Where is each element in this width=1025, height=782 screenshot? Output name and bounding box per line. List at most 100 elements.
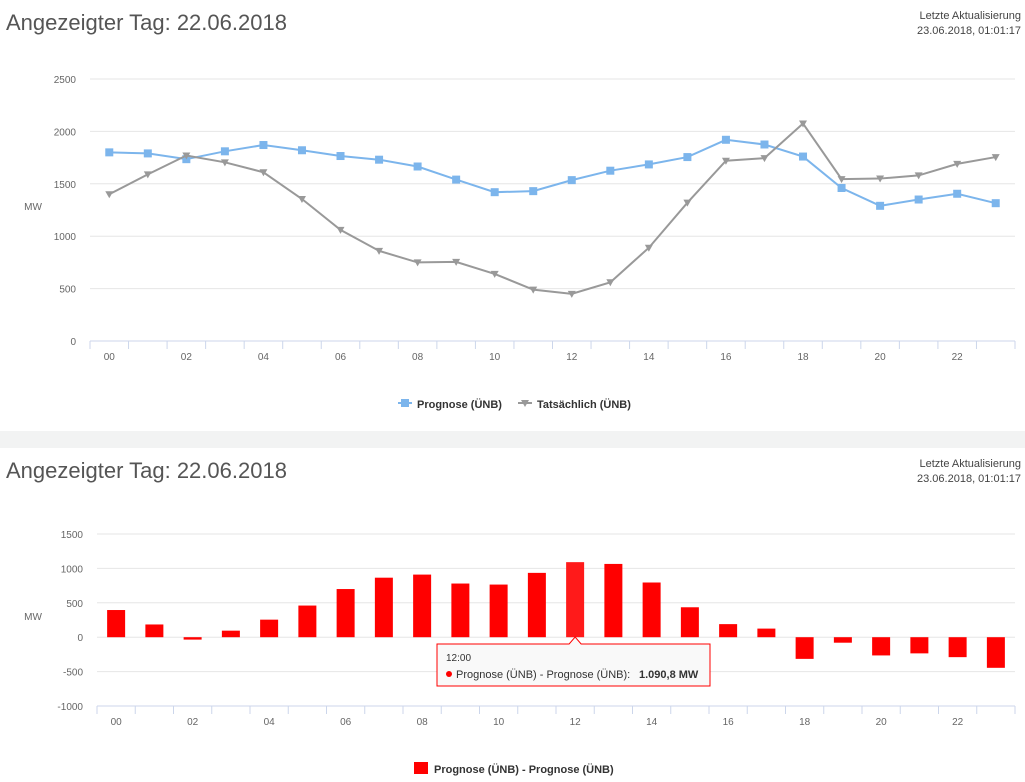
last-update: Letzte Aktualisierung 23.06.2018, 01:01:1… [917, 9, 1021, 39]
x-tick-label: 20 [876, 717, 888, 728]
data-point [297, 146, 306, 155]
bar [183, 637, 202, 640]
x-tick-label: 14 [646, 717, 658, 728]
data-point [375, 155, 384, 164]
data-point [297, 195, 306, 203]
legend-marker-icon [401, 399, 409, 407]
data-point [721, 135, 730, 144]
data-point [220, 147, 229, 156]
bar [145, 624, 164, 638]
chart-panel-actual-vs-forecast: Angezeigter Tag: 22.06.2018 Letzte Aktua… [0, 0, 1025, 431]
bar [260, 619, 279, 638]
data-point [452, 175, 461, 184]
x-tick-label: 16 [720, 352, 732, 363]
bar [374, 577, 393, 638]
bar [719, 624, 738, 638]
y-tick-label: 1500 [54, 180, 77, 191]
legend-label: Tatsächlich (ÜNB) [537, 398, 631, 411]
data-point [914, 195, 923, 204]
bar [107, 610, 126, 638]
bar [948, 637, 967, 658]
bar [910, 637, 929, 654]
x-tick-label: 22 [952, 352, 964, 363]
x-tick-label: 10 [489, 352, 501, 363]
data-point [683, 153, 692, 162]
bar [795, 637, 814, 659]
tooltip-header: 12:00 [446, 653, 471, 664]
bar [451, 583, 470, 638]
bar [527, 572, 546, 638]
x-tick-label: 02 [181, 352, 193, 363]
legend-symbol-icon [414, 762, 428, 774]
data-point [991, 154, 1000, 162]
x-tick-label: 20 [875, 352, 887, 363]
data-point [953, 160, 962, 168]
page-title: Angezeigter Tag: 22.06.2018 [6, 458, 287, 483]
y-tick-label: 1000 [61, 564, 84, 575]
legend-item[interactable]: Prognose (ÜNB) - Prognose (ÜNB) [414, 762, 614, 776]
data-point [953, 189, 962, 198]
legend-item-0[interactable]: Prognose (ÜNB) [398, 398, 502, 411]
tooltip-dot-icon [446, 671, 452, 677]
data-point [991, 199, 1000, 208]
data-point [683, 199, 692, 207]
bar-chart: -1000 -500 0 500 1000 1500 MW 00 02 04 06 08 10 12 14 1… [24, 530, 1016, 776]
x-tick-label: 06 [335, 352, 347, 363]
tooltip-value: 1.090,8 MW [639, 669, 699, 681]
x-tick-label: 12 [570, 717, 582, 728]
y-tick-label: -500 [63, 668, 83, 679]
bar [872, 637, 891, 656]
legend-marker-icon [521, 400, 529, 407]
data-point [644, 244, 653, 252]
x-tick-label: 22 [952, 717, 964, 728]
data-point [336, 152, 345, 161]
data-point [105, 191, 114, 199]
data-point [182, 152, 191, 160]
bar [757, 628, 776, 638]
bar [604, 563, 623, 638]
y-tick-label: 500 [59, 285, 76, 296]
data-point [721, 157, 730, 165]
x-tick-label: 08 [412, 352, 424, 363]
last-update: Letzte Aktualisierung 23.06.2018, 01:01:1… [917, 457, 1021, 487]
data-point [914, 172, 923, 180]
data-point [490, 188, 499, 197]
y-tick-label: 2000 [54, 127, 77, 138]
tooltip-box [436, 636, 711, 687]
bar [680, 607, 699, 638]
tooltip-series: Prognose (ÜNB) - Prognose (ÜNB): [456, 669, 630, 681]
data-point [375, 247, 384, 255]
y-axis-label: MW [24, 202, 42, 213]
x-tick-label: 18 [797, 352, 809, 363]
data-point [876, 175, 885, 183]
data-point [413, 162, 422, 171]
data-point [876, 201, 885, 210]
x-tick-label: 00 [104, 352, 116, 363]
data-point [143, 171, 152, 179]
page-title: Angezeigter Tag: 22.06.2018 [6, 10, 287, 35]
data-point [259, 141, 268, 150]
bar [642, 582, 661, 638]
data-point [105, 148, 114, 157]
bar [489, 584, 508, 638]
x-tick-label: 00 [111, 717, 123, 728]
data-point [143, 149, 152, 158]
x-tick-label: 16 [723, 717, 735, 728]
data-point [259, 169, 268, 177]
x-tick-label: 12 [566, 352, 578, 363]
data-point [799, 152, 808, 161]
x-tick-label: 08 [417, 717, 429, 728]
data-point [606, 166, 615, 175]
x-tick-label: 02 [187, 717, 199, 728]
y-tick-label: 0 [70, 337, 76, 348]
x-tick-label: 04 [264, 717, 276, 728]
series-line [109, 138, 996, 207]
x-tick-label: 04 [258, 352, 270, 363]
bar [566, 562, 585, 638]
update-time: 23.06.2018, 01:01:17 [917, 25, 1021, 37]
data-point [220, 159, 229, 167]
legend-label: Prognose (ÜNB) [417, 398, 502, 411]
y-tick-label: 500 [66, 599, 83, 610]
y-tick-label: 0 [77, 633, 83, 644]
legend-item-1[interactable]: Tatsächlich (ÜNB) [518, 398, 631, 411]
